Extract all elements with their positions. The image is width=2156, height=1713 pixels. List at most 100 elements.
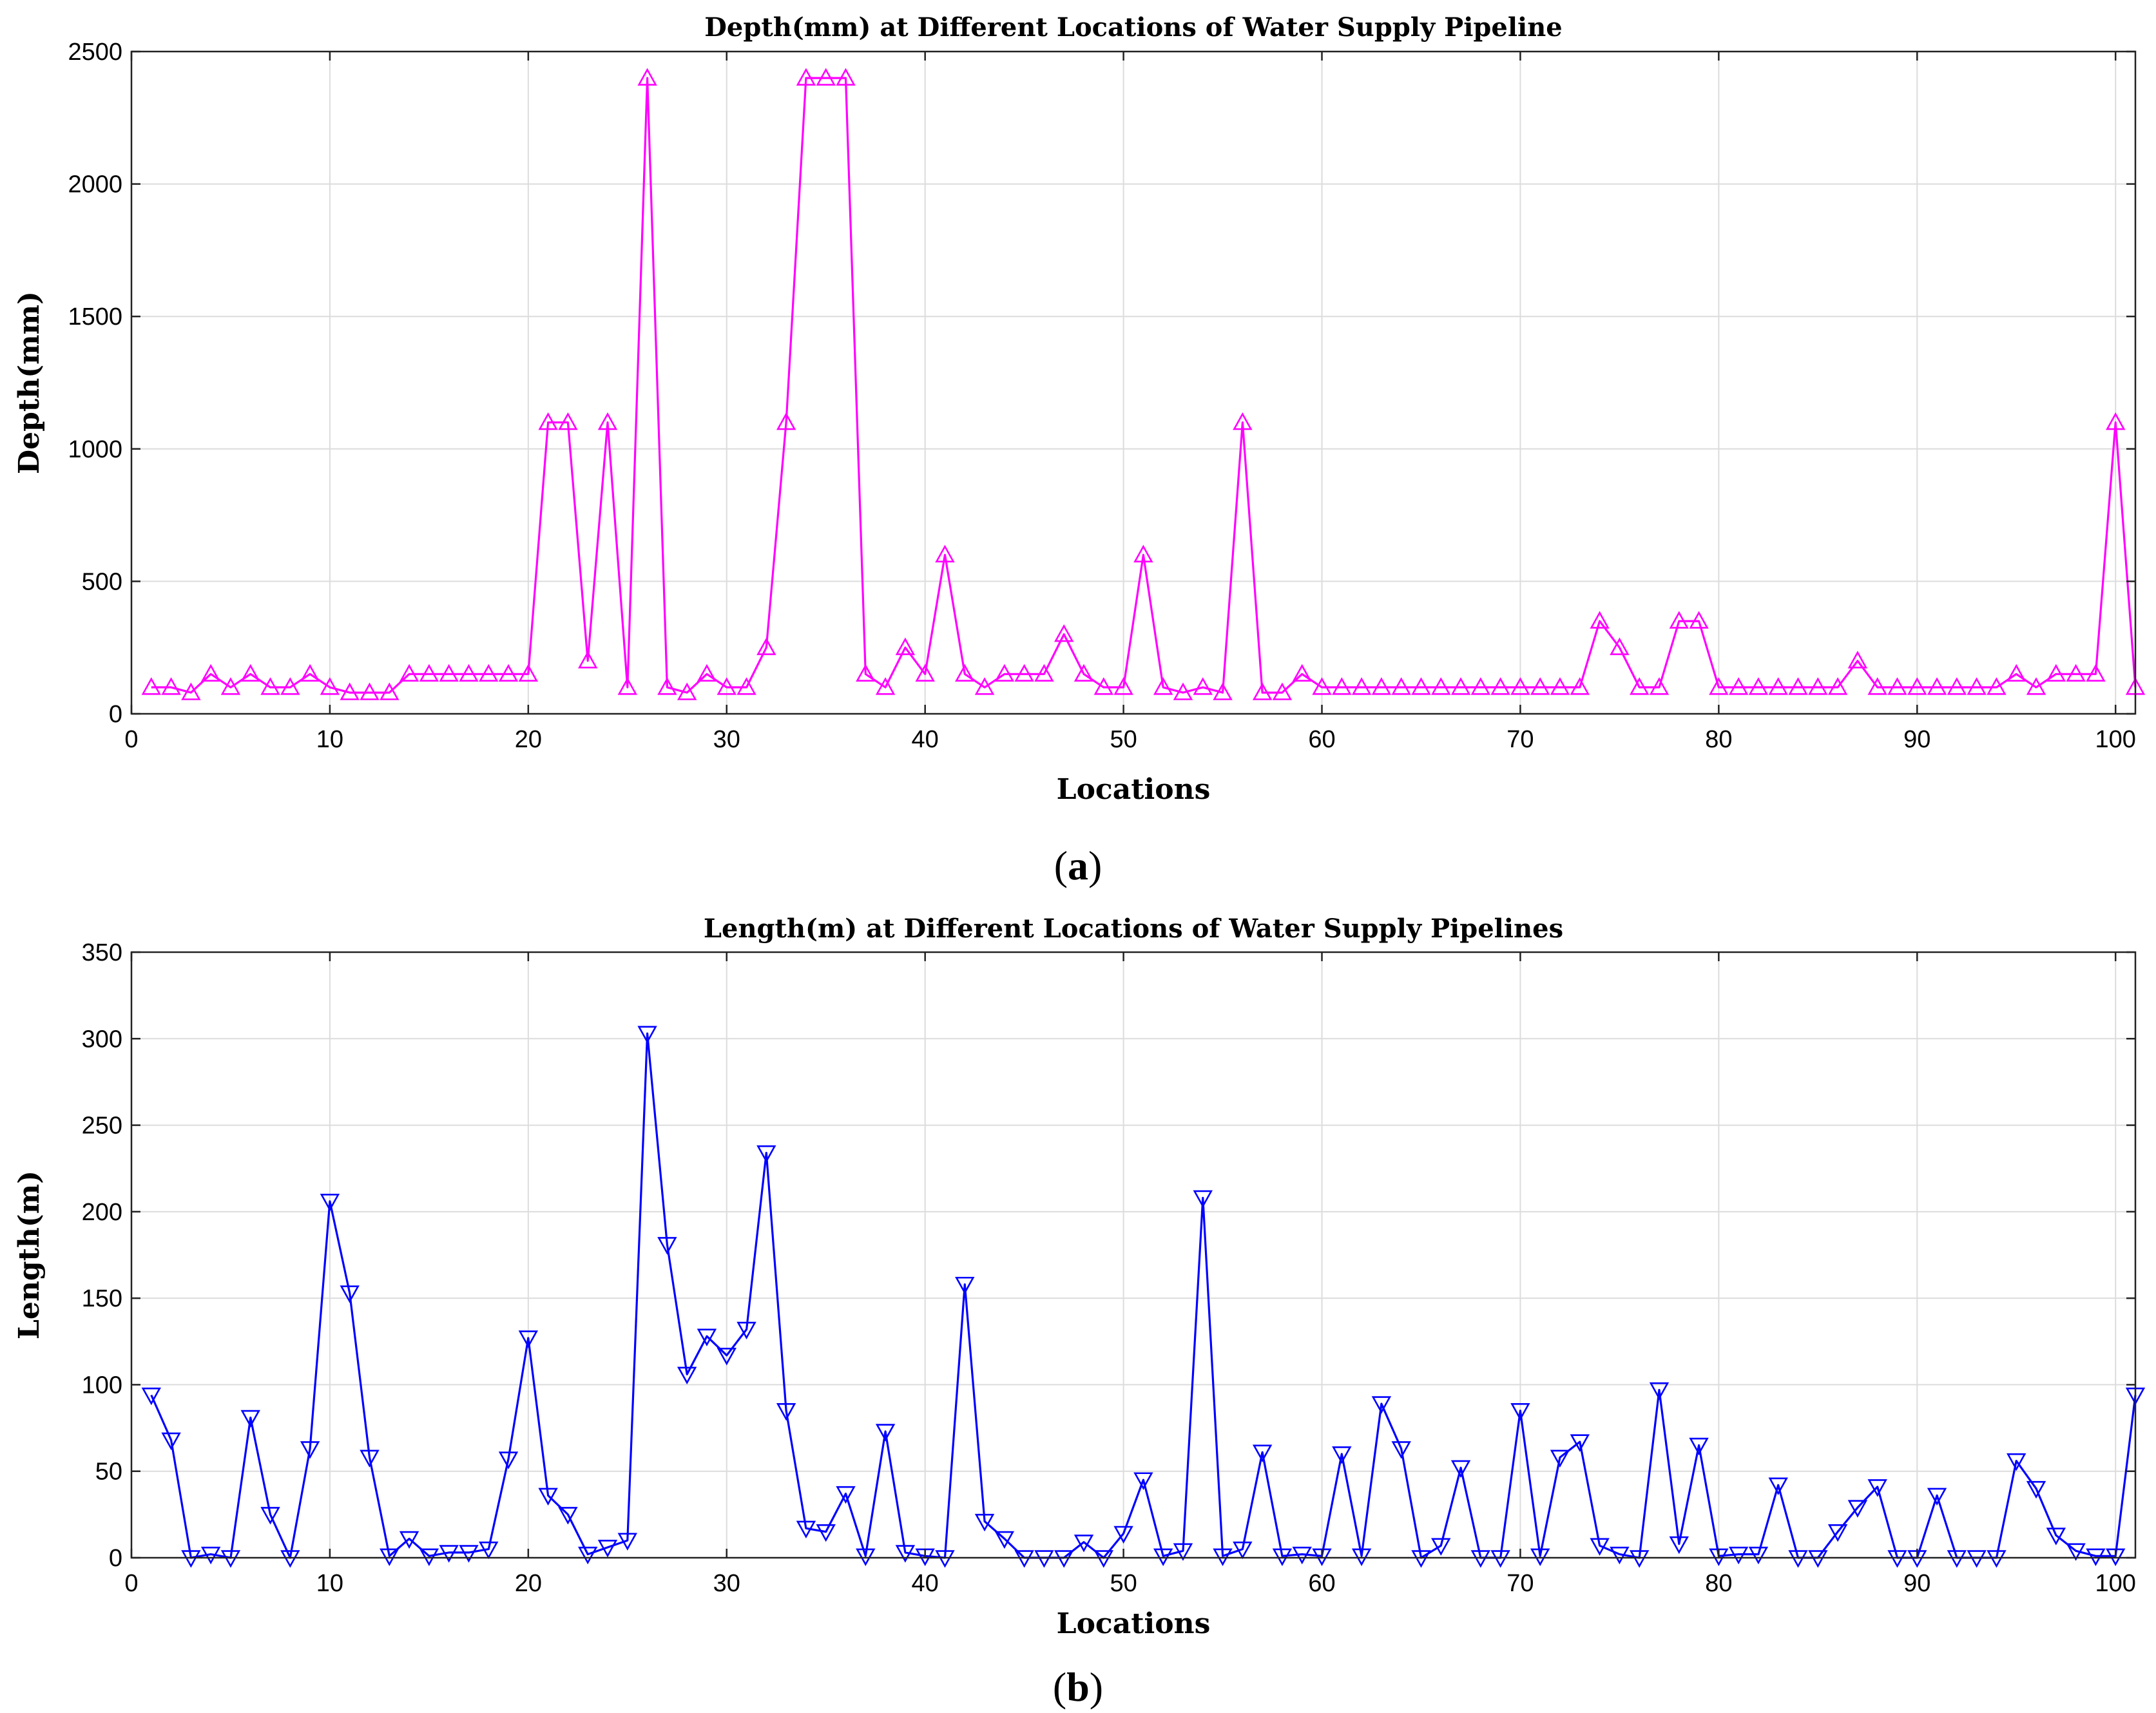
- data-point-marker: [1193, 677, 1213, 695]
- data-point-marker: [657, 1237, 677, 1255]
- data-point-marker: [538, 1488, 558, 1506]
- data-point-marker: [320, 677, 340, 695]
- series-line: [151, 77, 2137, 694]
- data-point-marker: [1391, 1441, 1411, 1459]
- data-point-marker: [1470, 1550, 1491, 1568]
- data-point-marker: [1728, 677, 1749, 695]
- data-point-marker: [895, 1545, 916, 1563]
- data-point-marker: [1987, 1550, 2007, 1568]
- x-tick-label: 10: [316, 726, 343, 753]
- data-point-marker: [240, 664, 260, 682]
- y-tick-label: 2000: [68, 171, 122, 198]
- data-point-marker: [1827, 1524, 1848, 1542]
- y-axis-label: Length(m): [13, 1171, 46, 1339]
- x-tick-label: 10: [316, 1570, 343, 1597]
- data-point-marker: [1332, 1446, 1352, 1464]
- data-point-marker: [1808, 1550, 1828, 1568]
- data-point-marker: [1034, 1550, 1054, 1568]
- data-point-marker: [141, 1387, 162, 1406]
- data-point-marker: [399, 1531, 419, 1549]
- data-point-marker: [280, 1550, 300, 1568]
- data-point-marker: [1590, 1538, 1610, 1556]
- data-point-marker: [1490, 1550, 1510, 1568]
- data-point-marker: [1550, 1450, 1570, 1468]
- data-point-marker: [1629, 1550, 1650, 1568]
- data-point-marker: [1093, 677, 1114, 695]
- x-tick-label: 90: [1903, 726, 1930, 753]
- x-tick-label: 70: [1506, 1570, 1534, 1597]
- data-point-marker: [1371, 677, 1392, 695]
- data-point-marker: [1173, 1543, 1193, 1561]
- data-point-marker: [677, 682, 697, 700]
- data-point-marker: [895, 637, 916, 655]
- data-point-marker: [300, 664, 320, 682]
- data-point-marker: [1093, 1550, 1114, 1568]
- x-tick-label: 100: [2095, 726, 2136, 753]
- axis-ticks: [130, 50, 2135, 715]
- y-axis-label: Depth(mm): [13, 291, 46, 474]
- data-point-marker: [558, 412, 578, 430]
- data-point-marker: [1054, 1550, 1074, 1568]
- grid-lines: [131, 52, 2135, 714]
- data-point-marker: [2066, 664, 2086, 682]
- data-point-marker: [220, 677, 241, 695]
- data-point-marker: [717, 677, 736, 695]
- data-point-marker: [578, 1546, 598, 1565]
- data-point-marker: [419, 664, 439, 682]
- data-point-marker: [597, 1540, 618, 1558]
- y-tick-label: 2500: [68, 39, 122, 66]
- data-point-marker: [459, 1545, 479, 1563]
- data-point-marker: [1748, 1546, 1769, 1565]
- data-point-marker: [340, 682, 360, 700]
- data-point-marker: [1034, 664, 1054, 682]
- data-point-marker: [637, 1026, 657, 1044]
- data-point-marker: [498, 664, 519, 682]
- y-tick-label: 200: [82, 1199, 122, 1226]
- x-tick-label: 80: [1705, 726, 1732, 753]
- x-tick-label: 40: [912, 1570, 939, 1597]
- data-point-marker: [1431, 677, 1451, 695]
- data-point-marker: [1351, 1548, 1372, 1566]
- data-point-marker: [2007, 664, 2026, 682]
- data-point-marker: [1233, 1541, 1253, 1560]
- y-tick-label: 100: [82, 1372, 122, 1399]
- data-point-marker: [1689, 1437, 1709, 1456]
- data-point-marker: [2026, 1480, 2046, 1499]
- data-point-marker: [2086, 664, 2106, 682]
- data-point-marker: [1728, 1546, 1749, 1565]
- data-point-marker: [994, 1531, 1015, 1549]
- x-tick-label: 60: [1308, 726, 1335, 753]
- data-point-marker: [1233, 412, 1253, 430]
- data-point-marker: [161, 1432, 181, 1451]
- data-point-marker: [320, 1194, 340, 1212]
- data-point-marker: [1530, 677, 1550, 695]
- x-tick-label: 30: [713, 1570, 740, 1597]
- data-point-marker: [161, 677, 181, 695]
- data-point-marker: [1490, 677, 1510, 695]
- data-point-marker: [1847, 651, 1868, 669]
- data-point-marker: [360, 682, 380, 700]
- data-point-marker: [875, 677, 896, 695]
- data-point-marker: [955, 664, 975, 682]
- data-point-marker: [1768, 1477, 1788, 1495]
- x-axis-label: Locations: [1057, 773, 1211, 806]
- panel-label: (a): [1054, 843, 1102, 888]
- data-point-marker: [380, 682, 399, 700]
- data-point-marker: [558, 1507, 578, 1525]
- y-tick-label: 150: [82, 1285, 122, 1312]
- y-tick-label: 250: [82, 1113, 122, 1140]
- data-point-marker: [360, 1450, 380, 1468]
- data-point-marker: [776, 1403, 796, 1421]
- series-markers: [141, 1026, 2146, 1568]
- data-point-marker: [181, 682, 201, 700]
- data-point-marker: [1391, 677, 1411, 695]
- x-axis-label: Locations: [1057, 1607, 1211, 1640]
- x-tick-label: 60: [1308, 1570, 1335, 1597]
- data-point-marker: [399, 664, 419, 682]
- data-point-marker: [1788, 1550, 1808, 1568]
- data-point-marker: [1768, 677, 1788, 695]
- data-point-marker: [1133, 544, 1153, 562]
- chart-panel-depth: 0 10 20 30 40 50 60 70 80 90 100050010001500200025…: [13, 12, 2146, 888]
- plot-area-frame: [130, 951, 2137, 1559]
